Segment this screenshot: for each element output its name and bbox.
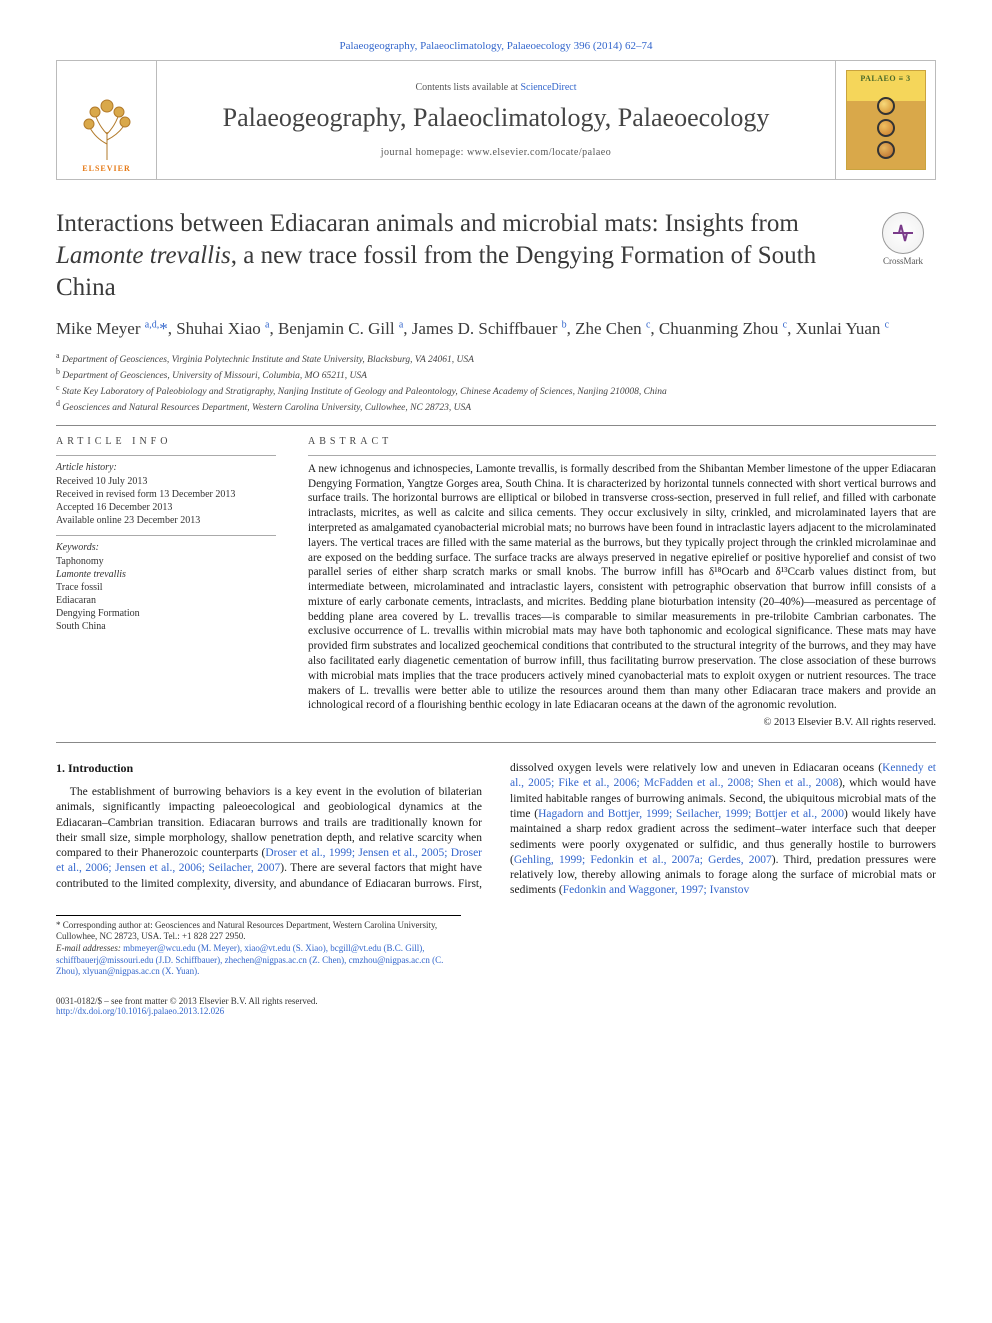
- history-line: Received 10 July 2013: [56, 475, 276, 488]
- section-heading-introduction: 1. Introduction: [56, 761, 482, 777]
- page-footer: 0031-0182/$ – see front matter © 2013 El…: [56, 996, 936, 1016]
- elsevier-tree-icon: [77, 94, 137, 162]
- crossmark-label: CrossMark: [883, 256, 923, 266]
- keyword: South China: [56, 620, 276, 633]
- publisher-logo-cell: ELSEVIER: [57, 61, 157, 179]
- affiliation-line: a Department of Geosciences, Virginia Po…: [56, 351, 936, 367]
- globe-icon: [877, 97, 895, 115]
- title-part-1: Interactions between Ediacaran animals a…: [56, 210, 799, 237]
- affiliation-line: d Geosciences and Natural Resources Depa…: [56, 399, 936, 415]
- citation-link[interactable]: Gehling, 1999; Fedonkin et al., 2007a; G…: [514, 854, 772, 866]
- crossmark-badge[interactable]: CrossMark: [870, 212, 936, 266]
- title-taxon-italic: Lamonte trevallis: [56, 242, 231, 269]
- masthead: ELSEVIER Contents lists available at Sci…: [56, 60, 936, 180]
- contents-line: Contents lists available at ScienceDirec…: [415, 82, 576, 93]
- history-line: Available online 23 December 2013: [56, 514, 276, 527]
- copyright-line: © 2013 Elsevier B.V. All rights reserved…: [308, 717, 936, 728]
- abstract-label: ABSTRACT: [308, 436, 936, 447]
- article-title: Interactions between Ediacaran animals a…: [56, 208, 850, 304]
- keyword: Dengying Formation: [56, 607, 276, 620]
- keywords-header: Keywords:: [56, 542, 276, 553]
- affiliation-line: b Department of Geosciences, University …: [56, 367, 936, 383]
- sciencedirect-link[interactable]: ScienceDirect: [520, 82, 576, 93]
- body-paragraph: The establishment of burrowing behaviors…: [56, 761, 936, 899]
- author-list: Mike Meyer a,d,*, Shuhai Xiao a, Benjami…: [56, 318, 936, 341]
- cover-thumb-cell: PALAEO ≡ 3: [835, 61, 935, 179]
- email-addresses-note: E-mail addresses: mbmeyer@wcu.edu (M. Me…: [56, 943, 461, 978]
- citation-link[interactable]: Hagadorn and Bottjer, 1999; Seilacher, 1…: [538, 808, 844, 820]
- crossmark-icon: [882, 212, 924, 254]
- keyword: Trace fossil: [56, 581, 276, 594]
- article-history: Article history: Received 10 July 2013Re…: [56, 462, 276, 527]
- affiliation-line: c State Key Laboratory of Paleobiology a…: [56, 383, 936, 399]
- citation-link[interactable]: Droser et al., 1999;: [265, 847, 355, 859]
- history-line: Received in revised form 13 December 201…: [56, 488, 276, 501]
- abstract-text: A new ichnogenus and ichnospecies, Lamon…: [308, 462, 936, 713]
- keyword: Taphonomy: [56, 555, 276, 568]
- footnotes: * Corresponding author at: Geosciences a…: [56, 915, 461, 978]
- issn-copyright: 0031-0182/$ – see front matter © 2013 El…: [56, 996, 318, 1006]
- divider: [56, 742, 936, 743]
- elsevier-logo: ELSEVIER: [72, 83, 142, 173]
- keyword: Ediacaran: [56, 594, 276, 607]
- corresponding-author-note: * Corresponding author at: Geosciences a…: [56, 920, 461, 943]
- history-line: Accepted 16 December 2013: [56, 501, 276, 514]
- globe-icon: [877, 119, 895, 137]
- citation-link[interactable]: Fedonkin and Waggoner, 1997; Ivanstov: [563, 884, 750, 896]
- divider: [56, 425, 936, 426]
- email-label: E-mail addresses:: [56, 943, 123, 953]
- elsevier-text: ELSEVIER: [82, 164, 130, 173]
- journal-citation-link[interactable]: Palaeogeography, Palaeoclimatology, Pala…: [56, 40, 936, 52]
- body-two-column: 1. Introduction The establishment of bur…: [56, 761, 936, 899]
- cover-label: PALAEO ≡ 3: [860, 74, 910, 83]
- journal-name: Palaeogeography, Palaeoclimatology, Pala…: [223, 103, 770, 133]
- article-info-label: ARTICLE INFO: [56, 436, 276, 447]
- doi-link[interactable]: http://dx.doi.org/10.1016/j.palaeo.2013.…: [56, 1006, 318, 1016]
- contents-label: Contents lists available at: [415, 82, 520, 93]
- keyword: Lamonte trevallis: [56, 568, 276, 581]
- abstract-column: ABSTRACT A new ichnogenus and ichnospeci…: [308, 436, 936, 728]
- globe-icon: [877, 141, 895, 159]
- masthead-center: Contents lists available at ScienceDirec…: [157, 61, 835, 179]
- history-header: Article history:: [56, 462, 276, 473]
- article-info-column: ARTICLE INFO Article history: Received 1…: [56, 436, 276, 728]
- footer-left: 0031-0182/$ – see front matter © 2013 El…: [56, 996, 318, 1016]
- journal-cover-thumbnail: PALAEO ≡ 3: [846, 70, 926, 170]
- journal-homepage[interactable]: journal homepage: www.elsevier.com/locat…: [381, 147, 612, 158]
- keywords-block: Keywords: TaphonomyLamonte trevallisTrac…: [56, 542, 276, 633]
- affiliation-list: a Department of Geosciences, Virginia Po…: [56, 351, 936, 415]
